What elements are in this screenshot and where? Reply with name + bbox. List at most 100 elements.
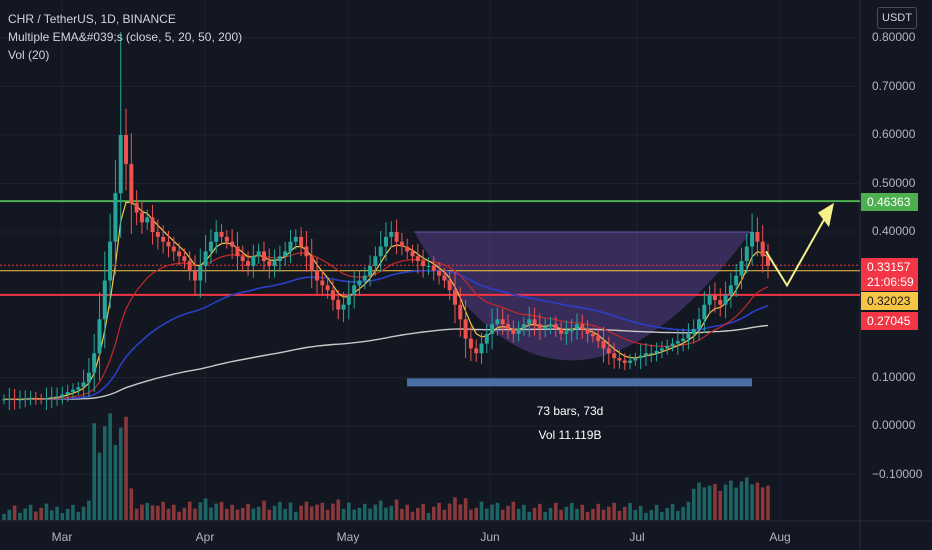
volume-bar bbox=[755, 482, 760, 520]
volume-bar bbox=[766, 485, 770, 520]
candle-body bbox=[108, 241, 113, 281]
candle-body bbox=[124, 135, 129, 165]
volume-bar bbox=[341, 508, 346, 520]
candle-body bbox=[193, 270, 197, 281]
candle-body bbox=[346, 295, 351, 305]
volume-bar bbox=[177, 511, 181, 520]
candle-body bbox=[330, 290, 335, 300]
candle-body bbox=[691, 329, 696, 334]
volume-bar bbox=[198, 502, 203, 520]
volume-bar bbox=[49, 510, 54, 520]
candle-body bbox=[288, 241, 293, 252]
candle-body bbox=[17, 399, 22, 401]
volume-bar bbox=[44, 503, 49, 520]
volume-bar bbox=[118, 427, 123, 520]
volume-bar bbox=[405, 504, 410, 520]
volume-bar bbox=[676, 510, 680, 520]
volume-bar bbox=[681, 506, 685, 520]
candle-body bbox=[214, 232, 219, 242]
volume-bar bbox=[713, 483, 717, 520]
measure-volume-label: Vol 11.119B bbox=[538, 428, 602, 442]
volume-bar bbox=[150, 505, 155, 520]
candle-body bbox=[643, 353, 648, 356]
candle-body bbox=[65, 392, 70, 395]
volume-bar bbox=[251, 508, 256, 520]
volume-bar bbox=[575, 508, 579, 520]
volume-bar bbox=[644, 512, 648, 520]
candle-body bbox=[415, 256, 420, 262]
candle-body bbox=[134, 202, 139, 213]
volume-bar bbox=[368, 508, 372, 520]
price-tag: 0.33157 bbox=[861, 258, 918, 276]
volume-bar bbox=[564, 506, 569, 520]
candle-body bbox=[527, 319, 532, 325]
candle-body bbox=[543, 326, 548, 329]
candle-body bbox=[113, 193, 118, 242]
volume-bar bbox=[145, 502, 150, 520]
candle-body bbox=[447, 280, 452, 291]
currency-selector[interactable]: USDT bbox=[877, 7, 917, 29]
chart-legend: CHR / TetherUS, 1D, BINANCE Multiple EMA… bbox=[8, 10, 242, 64]
volume-bar bbox=[219, 501, 224, 520]
candle-body bbox=[606, 348, 611, 354]
price-tag: 0.32023 bbox=[861, 292, 918, 310]
ema-200-line bbox=[4, 324, 769, 400]
volume-bar bbox=[638, 505, 643, 520]
volume-bar bbox=[76, 511, 81, 520]
candle-body bbox=[261, 251, 266, 262]
volume-bar bbox=[750, 484, 754, 520]
symbol-title[interactable]: CHR / TetherUS, 1D, BINANCE bbox=[8, 12, 176, 26]
volume-bar bbox=[352, 509, 356, 520]
volume-bar bbox=[124, 416, 128, 520]
volume-bar bbox=[601, 509, 606, 520]
candle-body bbox=[665, 345, 670, 349]
volume-bar bbox=[431, 506, 436, 520]
volume-bar bbox=[702, 487, 707, 520]
volume-bar bbox=[500, 509, 505, 520]
volume-bar bbox=[729, 480, 733, 520]
time-axis-tick: Aug bbox=[769, 530, 791, 544]
volume-bar bbox=[559, 509, 563, 520]
candle-body bbox=[224, 236, 229, 242]
candle-body bbox=[537, 324, 542, 329]
candle-body bbox=[617, 358, 622, 361]
volume-bar bbox=[389, 505, 394, 520]
candle-body bbox=[219, 232, 224, 237]
volume-bar bbox=[294, 511, 298, 520]
ema-indicator-label[interactable]: Multiple EMA&#039;s (close, 5, 20, 50, 2… bbox=[8, 30, 243, 44]
volume-bar bbox=[214, 503, 219, 520]
volume-bar bbox=[320, 502, 325, 520]
ema-20-line bbox=[4, 252, 769, 400]
candle-body bbox=[240, 256, 245, 262]
volume-bar bbox=[527, 511, 532, 520]
volume-bar bbox=[453, 497, 457, 520]
volume-indicator-label[interactable]: Vol (20) bbox=[8, 48, 50, 62]
candle-body bbox=[384, 236, 388, 247]
candle-body bbox=[426, 265, 431, 267]
volume-bar bbox=[490, 504, 494, 520]
volume-bar bbox=[442, 509, 447, 520]
volume-bar bbox=[410, 511, 415, 520]
candle-body bbox=[187, 261, 192, 271]
volume-bar bbox=[744, 477, 749, 520]
candle-body bbox=[739, 261, 744, 276]
volume-bar bbox=[81, 506, 86, 520]
price-tag: 21:06:59 bbox=[861, 273, 918, 291]
candle-body bbox=[166, 241, 171, 247]
candle-body bbox=[177, 251, 182, 257]
projection-arrowhead bbox=[818, 202, 834, 228]
candle-body bbox=[203, 251, 208, 266]
candle-body bbox=[649, 353, 654, 355]
candle-body bbox=[44, 398, 49, 400]
candle-body bbox=[474, 348, 479, 354]
volume-bar bbox=[416, 507, 420, 520]
candle-body bbox=[421, 261, 426, 266]
candle-body bbox=[76, 387, 81, 390]
candle-body bbox=[378, 246, 383, 257]
volume-bar bbox=[697, 482, 701, 520]
volume-bar bbox=[7, 509, 12, 520]
candle-body bbox=[182, 256, 187, 262]
candle-body bbox=[755, 232, 760, 242]
candle-body bbox=[559, 329, 564, 334]
